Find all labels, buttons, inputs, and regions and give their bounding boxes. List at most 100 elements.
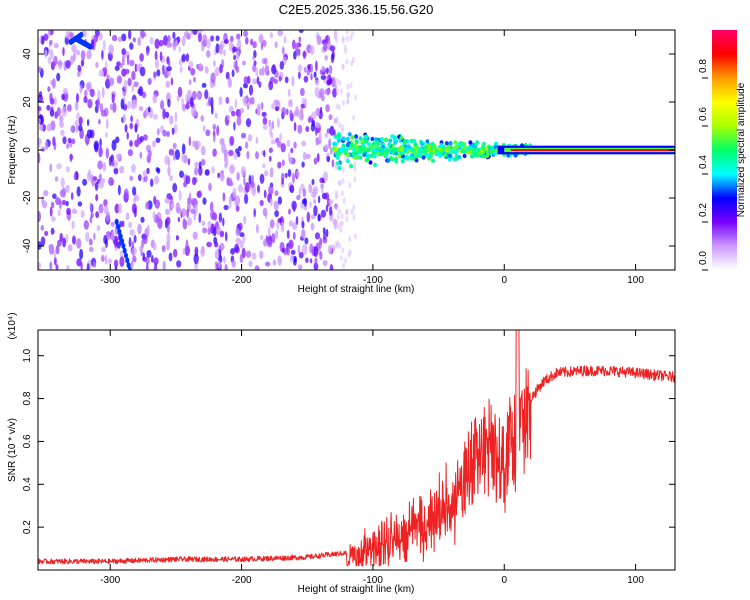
heatmap-cell <box>242 96 248 105</box>
heatmap-cell <box>79 31 84 38</box>
heatmap-cell <box>233 151 238 160</box>
heatmap-cell <box>439 143 444 148</box>
heatmap-cell <box>214 249 220 260</box>
heatmap-cell <box>409 138 414 144</box>
heatmap-cell <box>270 139 276 145</box>
heatmap-cell <box>145 255 150 265</box>
heatmap-cell <box>392 135 397 140</box>
heatmap-cell <box>193 253 199 265</box>
heatmap-cell <box>349 82 353 89</box>
heatmap-cell <box>98 146 103 158</box>
heatmap-cell <box>49 261 53 270</box>
heatmap-cell <box>186 89 192 101</box>
heatmap-cell <box>351 147 356 152</box>
heatmap-cell <box>210 35 215 42</box>
heatmap-cell <box>164 198 170 204</box>
heatmap-cell <box>269 167 274 178</box>
heatmap-cell <box>352 204 356 211</box>
heatmap-cell <box>235 66 240 73</box>
heatmap-cell <box>252 78 258 85</box>
heatmap-cell <box>230 248 236 255</box>
heatmap-cell <box>399 147 404 152</box>
heatmap-cell <box>98 69 105 77</box>
heatmap-cell <box>67 244 73 252</box>
heatmap-cell <box>341 63 345 70</box>
heatmap-cell <box>268 80 274 91</box>
heatmap-cell <box>465 146 470 151</box>
colorbar-gradient <box>712 30 737 270</box>
heatmap-cell <box>352 114 356 121</box>
heatmap-cell <box>85 231 90 242</box>
heatmap-cell <box>114 65 120 71</box>
heatmap-cell <box>405 156 410 161</box>
heatmap-cell <box>59 232 63 243</box>
heatmap-cell <box>322 227 326 234</box>
heatmap-cell <box>245 141 249 149</box>
heatmap-cell <box>243 215 247 225</box>
heatmap-cell <box>116 75 123 84</box>
heatmap-cell <box>166 131 170 137</box>
heatmap-cell <box>260 234 264 241</box>
heatmap-cell <box>244 182 250 193</box>
heatmap-cell <box>320 185 324 194</box>
heatmap-cell <box>240 132 247 139</box>
heatmap-cell <box>150 255 154 263</box>
heatmap-cell <box>115 136 120 144</box>
heatmap-cell <box>384 153 389 158</box>
heatmap-cell <box>231 69 235 77</box>
heatmap-cell <box>256 106 261 116</box>
heatmap-cell <box>128 237 132 248</box>
heatmap-cell <box>281 46 285 55</box>
heatmap-cell <box>248 260 253 268</box>
heatmap-cell <box>340 146 345 151</box>
heatmap-cell <box>227 77 232 88</box>
heatmap-cell <box>283 35 287 44</box>
heatmap-cell <box>114 265 118 270</box>
heatmap-cell <box>121 54 125 66</box>
heatmap-cell <box>198 63 203 70</box>
heatmap-cell <box>366 148 371 153</box>
heatmap-cell <box>136 64 141 71</box>
heatmap-cell <box>335 155 340 160</box>
heatmap-cell <box>66 207 71 215</box>
heatmap-cell <box>510 149 675 151</box>
heatmap-cell <box>139 151 143 159</box>
heatmap-cell <box>223 49 226 56</box>
heatmap-cell <box>362 152 367 158</box>
heatmap-cell <box>352 214 356 221</box>
heatmap-cell <box>49 92 53 102</box>
heatmap-cell <box>330 53 335 64</box>
heatmap-cell <box>89 202 93 212</box>
heatmap-cell <box>348 236 352 243</box>
heatmap-cell <box>447 153 452 158</box>
heatmap-cell <box>340 127 344 134</box>
heatmap-cell <box>281 247 285 254</box>
heatmap-cell <box>114 219 119 225</box>
heatmap-cell <box>119 256 125 267</box>
heatmap-cell <box>104 254 108 265</box>
heatmap-cell <box>152 140 156 148</box>
heatmap-cell <box>234 200 238 207</box>
heatmap-cell <box>293 141 297 149</box>
heatmap-cell <box>313 71 317 78</box>
heatmap-cell <box>167 71 171 77</box>
heatmap-cell <box>258 81 262 88</box>
heatmap-cell <box>166 232 171 244</box>
heatmap-cell <box>292 231 296 240</box>
heatmap-cell <box>123 79 128 91</box>
heatmap-cell <box>350 30 354 37</box>
y-tick-label: 1.0 <box>22 348 33 362</box>
heatmap-cell <box>93 140 100 151</box>
heatmap-cell <box>328 114 333 121</box>
x-tick-label: -200 <box>232 275 252 286</box>
heatmap-cell <box>93 232 96 241</box>
heatmap-cell <box>233 54 237 61</box>
heatmap-cell <box>355 155 360 160</box>
heatmap-cell <box>187 217 193 226</box>
heatmap-cell <box>235 237 241 245</box>
heatmap-cell <box>132 255 137 263</box>
heatmap-cell <box>296 194 301 201</box>
heatmap-cell <box>134 63 138 73</box>
heatmap-cell <box>350 135 355 140</box>
heatmap-cell <box>225 71 230 80</box>
